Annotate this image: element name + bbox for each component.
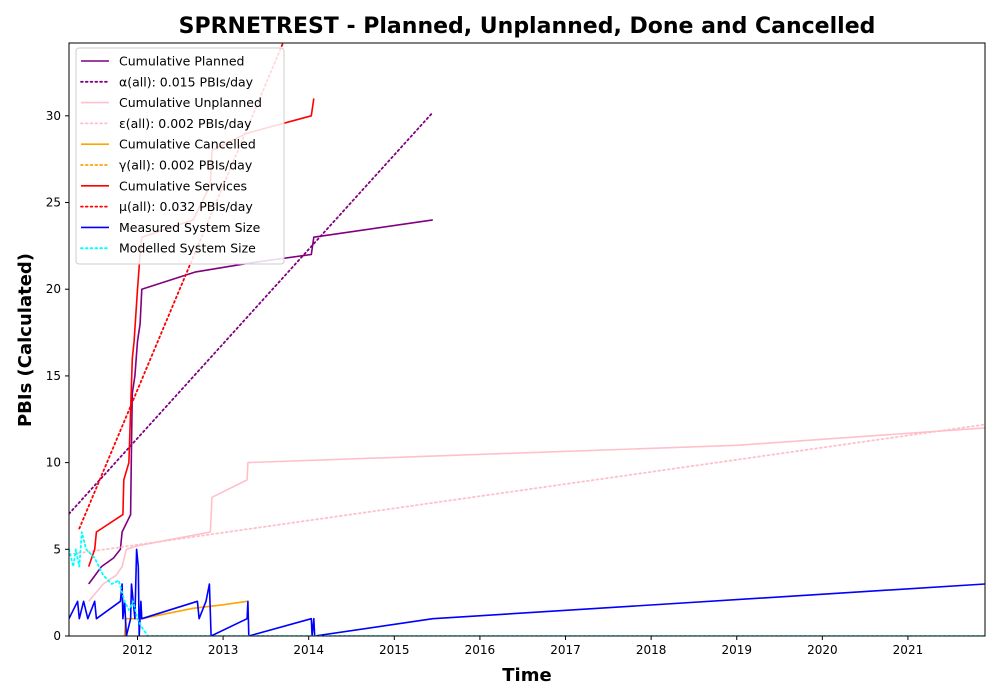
legend-label: Modelled System Size bbox=[119, 241, 256, 256]
legend-label: γ(all): 0.002 PBIs/day bbox=[119, 158, 253, 173]
legend-label: Cumulative Planned bbox=[119, 54, 244, 69]
legend: Cumulative Planned α(all): 0.015 PBIs/day… bbox=[76, 48, 284, 264]
y-tick-label: 0 bbox=[53, 629, 61, 643]
x-tick-label: 2017 bbox=[550, 643, 581, 657]
legend-label: Cumulative Cancelled bbox=[119, 137, 256, 152]
y-tick-label: 10 bbox=[46, 456, 61, 470]
x-axis: 2012 2013 2014 2015 2016 2017 2018 2019 2020 2021 bbox=[122, 636, 923, 657]
y-tick-label: 30 bbox=[46, 109, 61, 123]
x-tick-label: 2015 bbox=[379, 643, 410, 657]
legend-label: α(all): 0.015 PBIs/day bbox=[119, 74, 254, 89]
legend-label: Measured System Size bbox=[119, 220, 261, 235]
x-tick-label: 2020 bbox=[807, 643, 838, 657]
x-tick-label: 2012 bbox=[122, 643, 153, 657]
legend-label: Cumulative Unplanned bbox=[119, 95, 262, 110]
legend-label: ε(all): 0.002 PBIs/day bbox=[119, 116, 252, 131]
x-tick-label: 2014 bbox=[293, 643, 324, 657]
x-tick-label: 2013 bbox=[208, 643, 239, 657]
series-line-9 bbox=[69, 532, 985, 636]
chart-title: SPRNETREST - Planned, Unplanned, Done an… bbox=[179, 14, 876, 39]
series-line-3 bbox=[69, 425, 985, 555]
x-axis-label: Time bbox=[502, 665, 551, 686]
y-axis-label: PBIs (Calculated) bbox=[15, 253, 36, 427]
x-tick-label: 2019 bbox=[721, 643, 752, 657]
x-tick-label: 2021 bbox=[893, 643, 924, 657]
legend-label: Cumulative Services bbox=[119, 178, 247, 193]
series-line-2 bbox=[89, 428, 985, 601]
y-tick-label: 5 bbox=[53, 542, 61, 556]
y-axis: 0 5 10 15 20 25 30 bbox=[46, 109, 69, 643]
y-tick-label: 15 bbox=[46, 369, 61, 383]
series-line-0 bbox=[89, 220, 433, 584]
y-tick-label: 20 bbox=[46, 282, 61, 296]
x-tick-label: 2016 bbox=[465, 643, 496, 657]
y-tick-label: 25 bbox=[46, 196, 61, 210]
series-line-8 bbox=[69, 549, 985, 636]
x-tick-label: 2018 bbox=[636, 643, 667, 657]
legend-label: μ(all): 0.032 PBIs/day bbox=[119, 199, 253, 214]
